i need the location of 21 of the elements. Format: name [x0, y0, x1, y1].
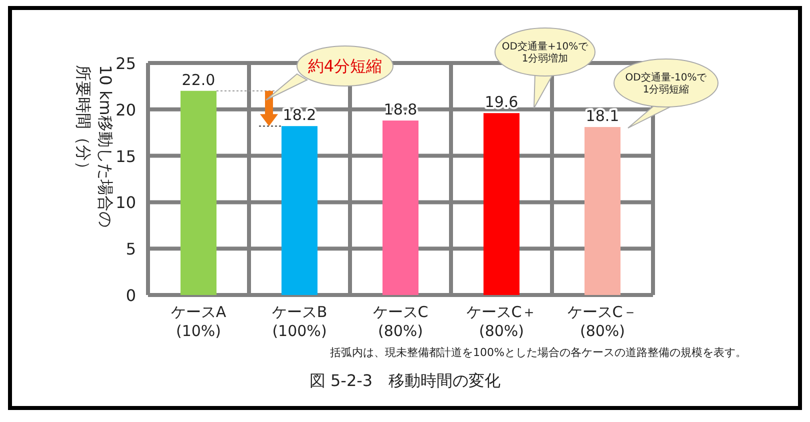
x-tick-label: ケースC (80%): [372, 303, 428, 340]
data-label: 22.0: [182, 70, 216, 89]
data-label: 19.6: [484, 93, 518, 112]
y-axis-title: 10 km移動した場合の所要時間（分）: [74, 65, 115, 228]
y-tick-label: 5: [126, 240, 136, 259]
data-label: 18.2: [282, 106, 316, 124]
text: 括弧内は、現未整備都計道を100%とした場合の各ケースの道路整備の規模を表す。: [330, 346, 746, 359]
y-tick-label: 15: [116, 146, 136, 166]
x-tick-label: ケースB (100%): [272, 303, 328, 340]
y-tick-label: 20: [116, 100, 136, 120]
data-label: 18.1: [586, 107, 620, 126]
annotation: OD交通量-10%で 1分弱短縮: [625, 72, 708, 96]
x-tick-label: ケースC＋ (80%): [466, 303, 537, 340]
x-tick-label: ケースC－ (80%): [567, 303, 638, 340]
y-tick-label: 10: [116, 193, 136, 212]
annotation: 約4分短縮: [308, 56, 382, 76]
y-tick-label: 25: [116, 54, 136, 73]
text: 図 5-2-3 移動時間の変化: [309, 371, 501, 390]
x-tick-label: ケースA (10%): [170, 303, 227, 340]
y-tick-label: 0: [126, 286, 136, 305]
annotation: OD交通量+10%で 1分弱増加: [502, 40, 590, 64]
